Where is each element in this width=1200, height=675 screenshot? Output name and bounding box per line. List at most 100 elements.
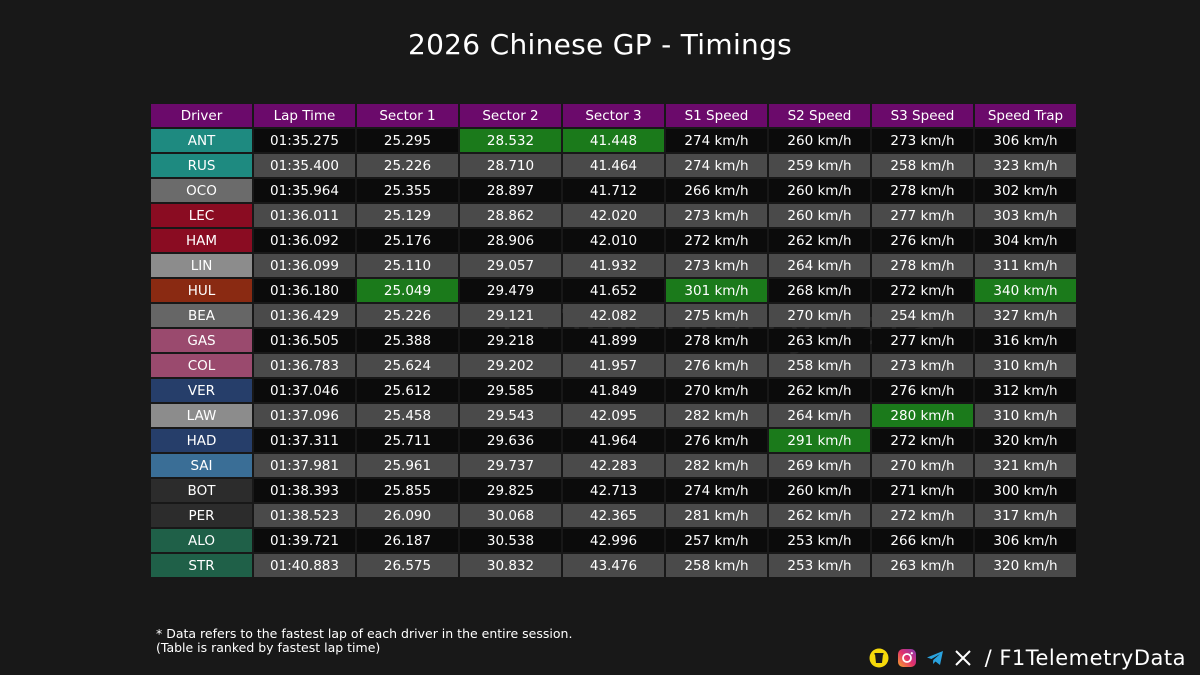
value-cell: 01:37.311 (254, 429, 355, 452)
value-cell: 01:36.429 (254, 304, 355, 327)
value-cell: 300 km/h (975, 479, 1076, 502)
value-cell: 258 km/h (872, 154, 973, 177)
value-cell: 273 km/h (872, 354, 973, 377)
value-cell: 272 km/h (872, 429, 973, 452)
driver-cell: HAM (151, 229, 252, 252)
column-header-sector-2: Sector 2 (460, 104, 561, 127)
instagram-icon[interactable] (897, 648, 917, 668)
value-cell: 29.636 (460, 429, 561, 452)
driver-cell: STR (151, 554, 252, 577)
driver-cell: ANT (151, 129, 252, 152)
footnote-line-1: * Data refers to the fastest lap of each… (156, 626, 573, 641)
value-cell: 01:36.092 (254, 229, 355, 252)
value-cell: 278 km/h (666, 329, 767, 352)
table-row: VER 01:37.046 25.612 29.585 41.849 270 km/h 26… (151, 379, 1076, 402)
value-cell: 42.020 (563, 204, 664, 227)
value-cell: 25.226 (357, 304, 458, 327)
value-cell: 273 km/h (666, 254, 767, 277)
table-row: ALO 01:39.721 26.187 30.538 42.996 257 km/h 25… (151, 529, 1076, 552)
value-cell: 25.388 (357, 329, 458, 352)
value-cell: 41.932 (563, 254, 664, 277)
value-cell: 278 km/h (872, 254, 973, 277)
value-cell: 26.575 (357, 554, 458, 577)
driver-cell: BOT (151, 479, 252, 502)
value-cell: 310 km/h (975, 354, 1076, 377)
value-cell: 302 km/h (975, 179, 1076, 202)
value-cell: 29.218 (460, 329, 561, 352)
value-cell: 274 km/h (666, 154, 767, 177)
value-cell: 276 km/h (872, 379, 973, 402)
buymeacoffee-icon[interactable] (869, 648, 889, 668)
value-cell: 264 km/h (769, 404, 870, 427)
social-handle[interactable]: / F1TelemetryData (984, 646, 1186, 670)
driver-cell: LEC (151, 204, 252, 227)
telegram-icon[interactable] (925, 648, 945, 668)
value-cell: 310 km/h (975, 404, 1076, 427)
value-cell: 306 km/h (975, 129, 1076, 152)
table-header-row: Driver Lap Time Sector 1 Sector 2 Sector… (151, 104, 1076, 127)
driver-cell: LAW (151, 404, 252, 427)
value-cell: 260 km/h (769, 129, 870, 152)
value-cell: 01:36.505 (254, 329, 355, 352)
value-cell: 01:35.400 (254, 154, 355, 177)
value-cell: 29.543 (460, 404, 561, 427)
value-cell: 25.624 (357, 354, 458, 377)
value-cell: 266 km/h (666, 179, 767, 202)
value-cell: 277 km/h (872, 329, 973, 352)
value-cell: 26.090 (357, 504, 458, 527)
value-cell: 316 km/h (975, 329, 1076, 352)
value-cell: 42.996 (563, 529, 664, 552)
value-cell: 260 km/h (769, 204, 870, 227)
social-bar: / F1TelemetryData (869, 646, 1186, 670)
value-cell: 266 km/h (872, 529, 973, 552)
table-row: BEA 01:36.429 25.226 29.121 42.082 275 km/h 27… (151, 304, 1076, 327)
value-cell: 291 km/h (769, 429, 870, 452)
value-cell: 264 km/h (769, 254, 870, 277)
value-cell: 271 km/h (872, 479, 973, 502)
value-cell: 254 km/h (872, 304, 973, 327)
value-cell: 311 km/h (975, 254, 1076, 277)
value-cell: 327 km/h (975, 304, 1076, 327)
value-cell: 25.295 (357, 129, 458, 152)
value-cell: 260 km/h (769, 479, 870, 502)
x-icon[interactable] (953, 648, 973, 668)
value-cell: 29.057 (460, 254, 561, 277)
value-cell: 42.095 (563, 404, 664, 427)
value-cell: 280 km/h (872, 404, 973, 427)
value-cell: 41.957 (563, 354, 664, 377)
timings-table: Driver Lap Time Sector 1 Sector 2 Sector… (149, 102, 1078, 579)
value-cell: 01:38.393 (254, 479, 355, 502)
value-cell: 320 km/h (975, 429, 1076, 452)
value-cell: 272 km/h (666, 229, 767, 252)
value-cell: 258 km/h (666, 554, 767, 577)
driver-cell: RUS (151, 154, 252, 177)
value-cell: 25.226 (357, 154, 458, 177)
column-header-driver: Driver (151, 104, 252, 127)
table-row: RUS 01:35.400 25.226 28.710 41.464 274 km/h 25… (151, 154, 1076, 177)
value-cell: 42.082 (563, 304, 664, 327)
table-row: STR 01:40.883 26.575 30.832 43.476 258 km/h 25… (151, 554, 1076, 577)
value-cell: 276 km/h (872, 229, 973, 252)
value-cell: 01:37.981 (254, 454, 355, 477)
value-cell: 259 km/h (769, 154, 870, 177)
value-cell: 270 km/h (769, 304, 870, 327)
value-cell: 41.849 (563, 379, 664, 402)
value-cell: 323 km/h (975, 154, 1076, 177)
value-cell: 30.538 (460, 529, 561, 552)
value-cell: 29.202 (460, 354, 561, 377)
table-row: LIN 01:36.099 25.110 29.057 41.932 273 km/h 26… (151, 254, 1076, 277)
value-cell: 01:36.783 (254, 354, 355, 377)
value-cell: 25.129 (357, 204, 458, 227)
value-cell: 25.355 (357, 179, 458, 202)
value-cell: 28.532 (460, 129, 561, 152)
driver-cell: PER (151, 504, 252, 527)
value-cell: 263 km/h (769, 329, 870, 352)
value-cell: 257 km/h (666, 529, 767, 552)
driver-cell: BEA (151, 304, 252, 327)
value-cell: 42.010 (563, 229, 664, 252)
value-cell: 30.832 (460, 554, 561, 577)
driver-cell: HUL (151, 279, 252, 302)
value-cell: 276 km/h (666, 354, 767, 377)
value-cell: 28.710 (460, 154, 561, 177)
value-cell: 268 km/h (769, 279, 870, 302)
